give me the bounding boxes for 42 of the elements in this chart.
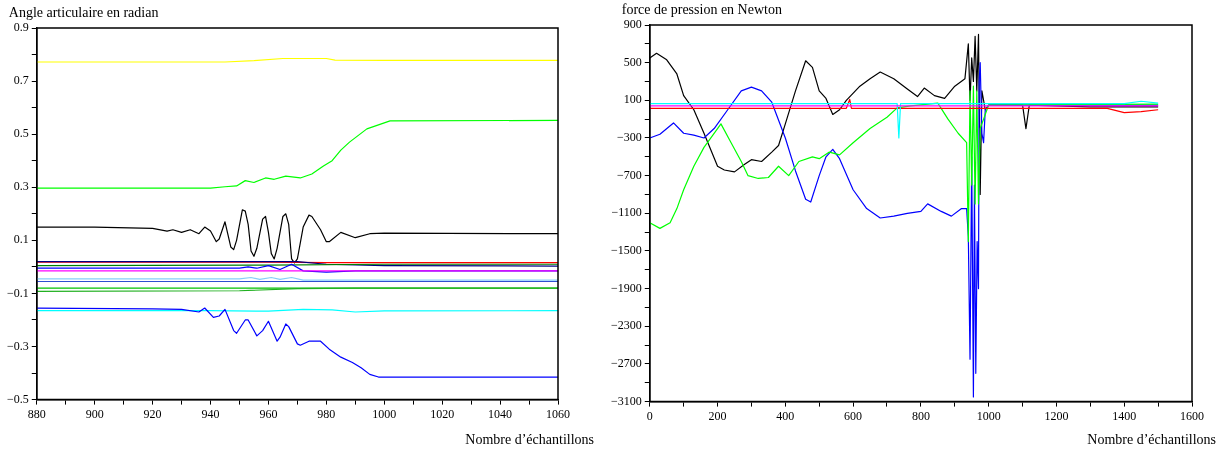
- x-tick-label: 980: [317, 406, 336, 421]
- x-axis-title: Nombre d’échantillons: [1087, 431, 1216, 447]
- y-tick-label: −0.3: [6, 338, 29, 353]
- x-tick-label: 200: [708, 408, 727, 423]
- y-tick-label: −0.1: [6, 285, 29, 300]
- y-tick-label: −1500: [610, 243, 642, 258]
- y-tick-label: 0.5: [13, 126, 29, 141]
- x-tick-label: 400: [776, 408, 795, 423]
- x-tick-label: 1000: [372, 406, 397, 421]
- x-tick-label: 0: [646, 408, 653, 423]
- y-axis-title: Angle articulaire en radian: [8, 4, 159, 20]
- x-tick-label: 800: [911, 408, 930, 423]
- x-tick-label: 1040: [488, 406, 513, 421]
- x-tick-label: 1020: [430, 406, 455, 421]
- x-axis-title: Nombre d’échantillons: [465, 431, 594, 447]
- x-tick-label: 1400: [1112, 408, 1137, 423]
- x-tick-label: 920: [143, 406, 162, 421]
- x-tick-label: 1000: [976, 408, 1001, 423]
- y-tick-label: −0.5: [6, 391, 29, 406]
- y-tick-label: 500: [623, 54, 642, 69]
- y-tick-label: 0.7: [13, 73, 29, 88]
- y-tick-label: −300: [616, 130, 642, 145]
- x-tick-label: 880: [27, 406, 46, 421]
- y-tick-label: −2300: [610, 318, 642, 333]
- y-tick-label: −1100: [611, 205, 642, 220]
- x-tick-label: 1060: [546, 406, 570, 421]
- y-tick-label: 0.1: [13, 232, 29, 247]
- y-tick-label: 900: [623, 17, 642, 32]
- x-tick-label: 600: [844, 408, 863, 423]
- y-tick-label: 0.9: [13, 20, 29, 35]
- x-tick-label: 1200: [1044, 408, 1069, 423]
- y-tick-label: 100: [623, 92, 642, 107]
- x-tick-label: 1600: [1180, 408, 1204, 423]
- y-tick-label: −3100: [610, 393, 642, 408]
- y-tick-label: −2700: [610, 356, 642, 371]
- y-tick-label: −700: [616, 167, 642, 182]
- x-tick-label: 960: [259, 406, 278, 421]
- y-tick-label: 0.3: [13, 179, 29, 194]
- y-tick-label: −1900: [610, 280, 642, 295]
- y-axis-title: force de pression en Newton: [621, 1, 782, 17]
- x-tick-label: 940: [201, 406, 220, 421]
- x-tick-label: 900: [85, 406, 104, 421]
